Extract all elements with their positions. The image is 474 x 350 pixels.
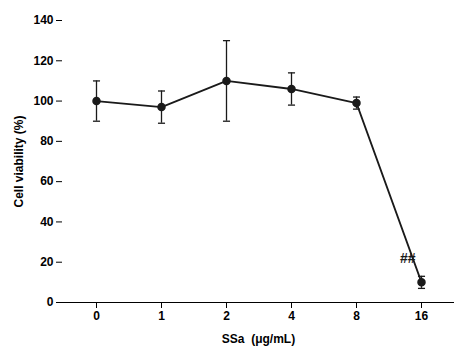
svg-text:40: 40	[40, 215, 54, 229]
svg-text:120: 120	[33, 54, 53, 68]
svg-text:80: 80	[40, 134, 54, 148]
svg-text:20: 20	[40, 255, 54, 269]
svg-text:16: 16	[415, 309, 429, 323]
svg-text:Cell viability (%): Cell viability (%)	[12, 115, 26, 207]
svg-text:140: 140	[33, 13, 53, 27]
svg-text:8: 8	[353, 309, 360, 323]
svg-text:1: 1	[158, 309, 165, 323]
svg-text:60: 60	[40, 174, 54, 188]
svg-text:##: ##	[400, 250, 416, 266]
svg-text:2: 2	[223, 309, 230, 323]
svg-text:4: 4	[288, 309, 295, 323]
svg-text:100: 100	[33, 94, 53, 108]
svg-text:0: 0	[47, 295, 54, 309]
svg-text:0: 0	[93, 309, 100, 323]
svg-text:SSa (μg/mL): SSa (μg/mL)	[222, 332, 295, 346]
